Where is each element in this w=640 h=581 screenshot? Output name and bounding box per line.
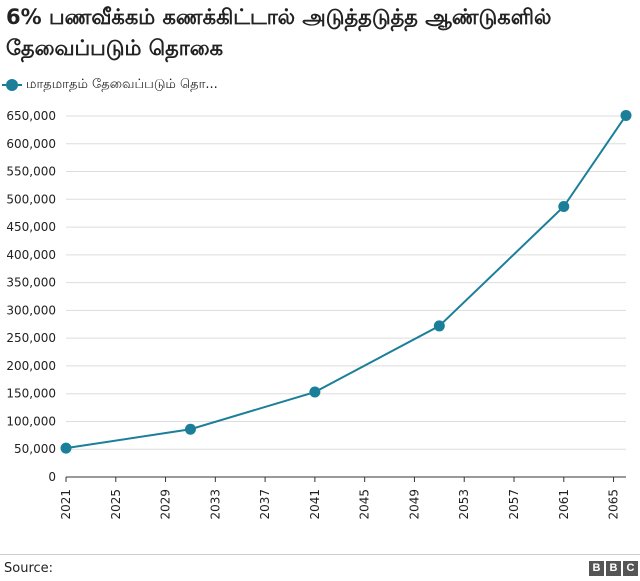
x-tick-label: 2065 — [607, 489, 621, 520]
logo-letter: B — [606, 561, 621, 576]
bbc-logo: B B C — [589, 561, 638, 576]
line-chart: 0 50,000 100,000 150,000 200,000 250,000 300,0… — [6, 109, 632, 520]
logo-letter: C — [623, 561, 638, 576]
y-tick-label: 350,000 — [6, 276, 56, 290]
x-tick-label: 2041 — [308, 489, 322, 520]
y-tick-label: 650,000 — [6, 109, 56, 123]
x-tick-label: 2049 — [407, 489, 421, 520]
legend-label: மாதமாதம் தேவைப்படும் தொ... — [26, 77, 218, 92]
legend: மாதமாதம் தேவைப்படும் தொ... — [2, 76, 218, 94]
y-tick-label: 300,000 — [6, 303, 56, 317]
y-tick-label: 50,000 — [14, 442, 56, 456]
x-tick-label: 2045 — [358, 489, 372, 520]
data-point — [433, 320, 445, 332]
y-tick-label: 450,000 — [6, 220, 56, 234]
y-tick-label: 500,000 — [6, 192, 56, 206]
x-tick-label: 2021 — [59, 489, 73, 520]
x-axis — [65, 476, 626, 482]
series-line — [65, 114, 627, 450]
logo-letter: B — [589, 561, 604, 576]
y-tick-label: 200,000 — [6, 359, 56, 373]
x-tick-label: 2053 — [457, 489, 471, 520]
x-tick-label: 2037 — [258, 489, 272, 520]
footer-divider — [0, 554, 640, 555]
y-tick-label: 100,000 — [6, 414, 56, 428]
data-point — [620, 109, 632, 121]
y-tick-label: 550,000 — [6, 165, 56, 179]
x-axis-tick-labels: 2021 2025 2029 2033 2037 2041 2045 2049 2053 2057… — [59, 489, 621, 520]
y-tick-label: 0 — [48, 470, 56, 484]
data-point — [558, 201, 570, 213]
data-points — [60, 109, 632, 454]
y-tick-label: 150,000 — [6, 387, 56, 401]
y-axis-tick-labels: 0 50,000 100,000 150,000 200,000 250,000 300,0… — [6, 109, 56, 484]
data-point — [184, 423, 196, 435]
y-tick-label: 400,000 — [6, 248, 56, 262]
source-label: Source: — [4, 561, 54, 576]
data-point — [309, 386, 321, 398]
x-tick-label: 2033 — [208, 489, 222, 520]
legend-marker-icon — [2, 79, 22, 91]
x-tick-label: 2029 — [159, 489, 173, 520]
x-tick-label: 2061 — [557, 489, 571, 520]
data-point — [60, 442, 72, 454]
gridlines — [66, 115, 626, 450]
y-tick-label: 250,000 — [6, 331, 56, 345]
chart-title: 6% பணவீக்கம் கணக்கிட்டால் அடுத்தடுத்த ஆண… — [6, 5, 552, 60]
x-tick-label: 2025 — [109, 489, 123, 520]
series-line-path — [65, 114, 627, 450]
y-tick-label: 600,000 — [6, 137, 56, 151]
x-tick-label: 2057 — [507, 489, 521, 520]
